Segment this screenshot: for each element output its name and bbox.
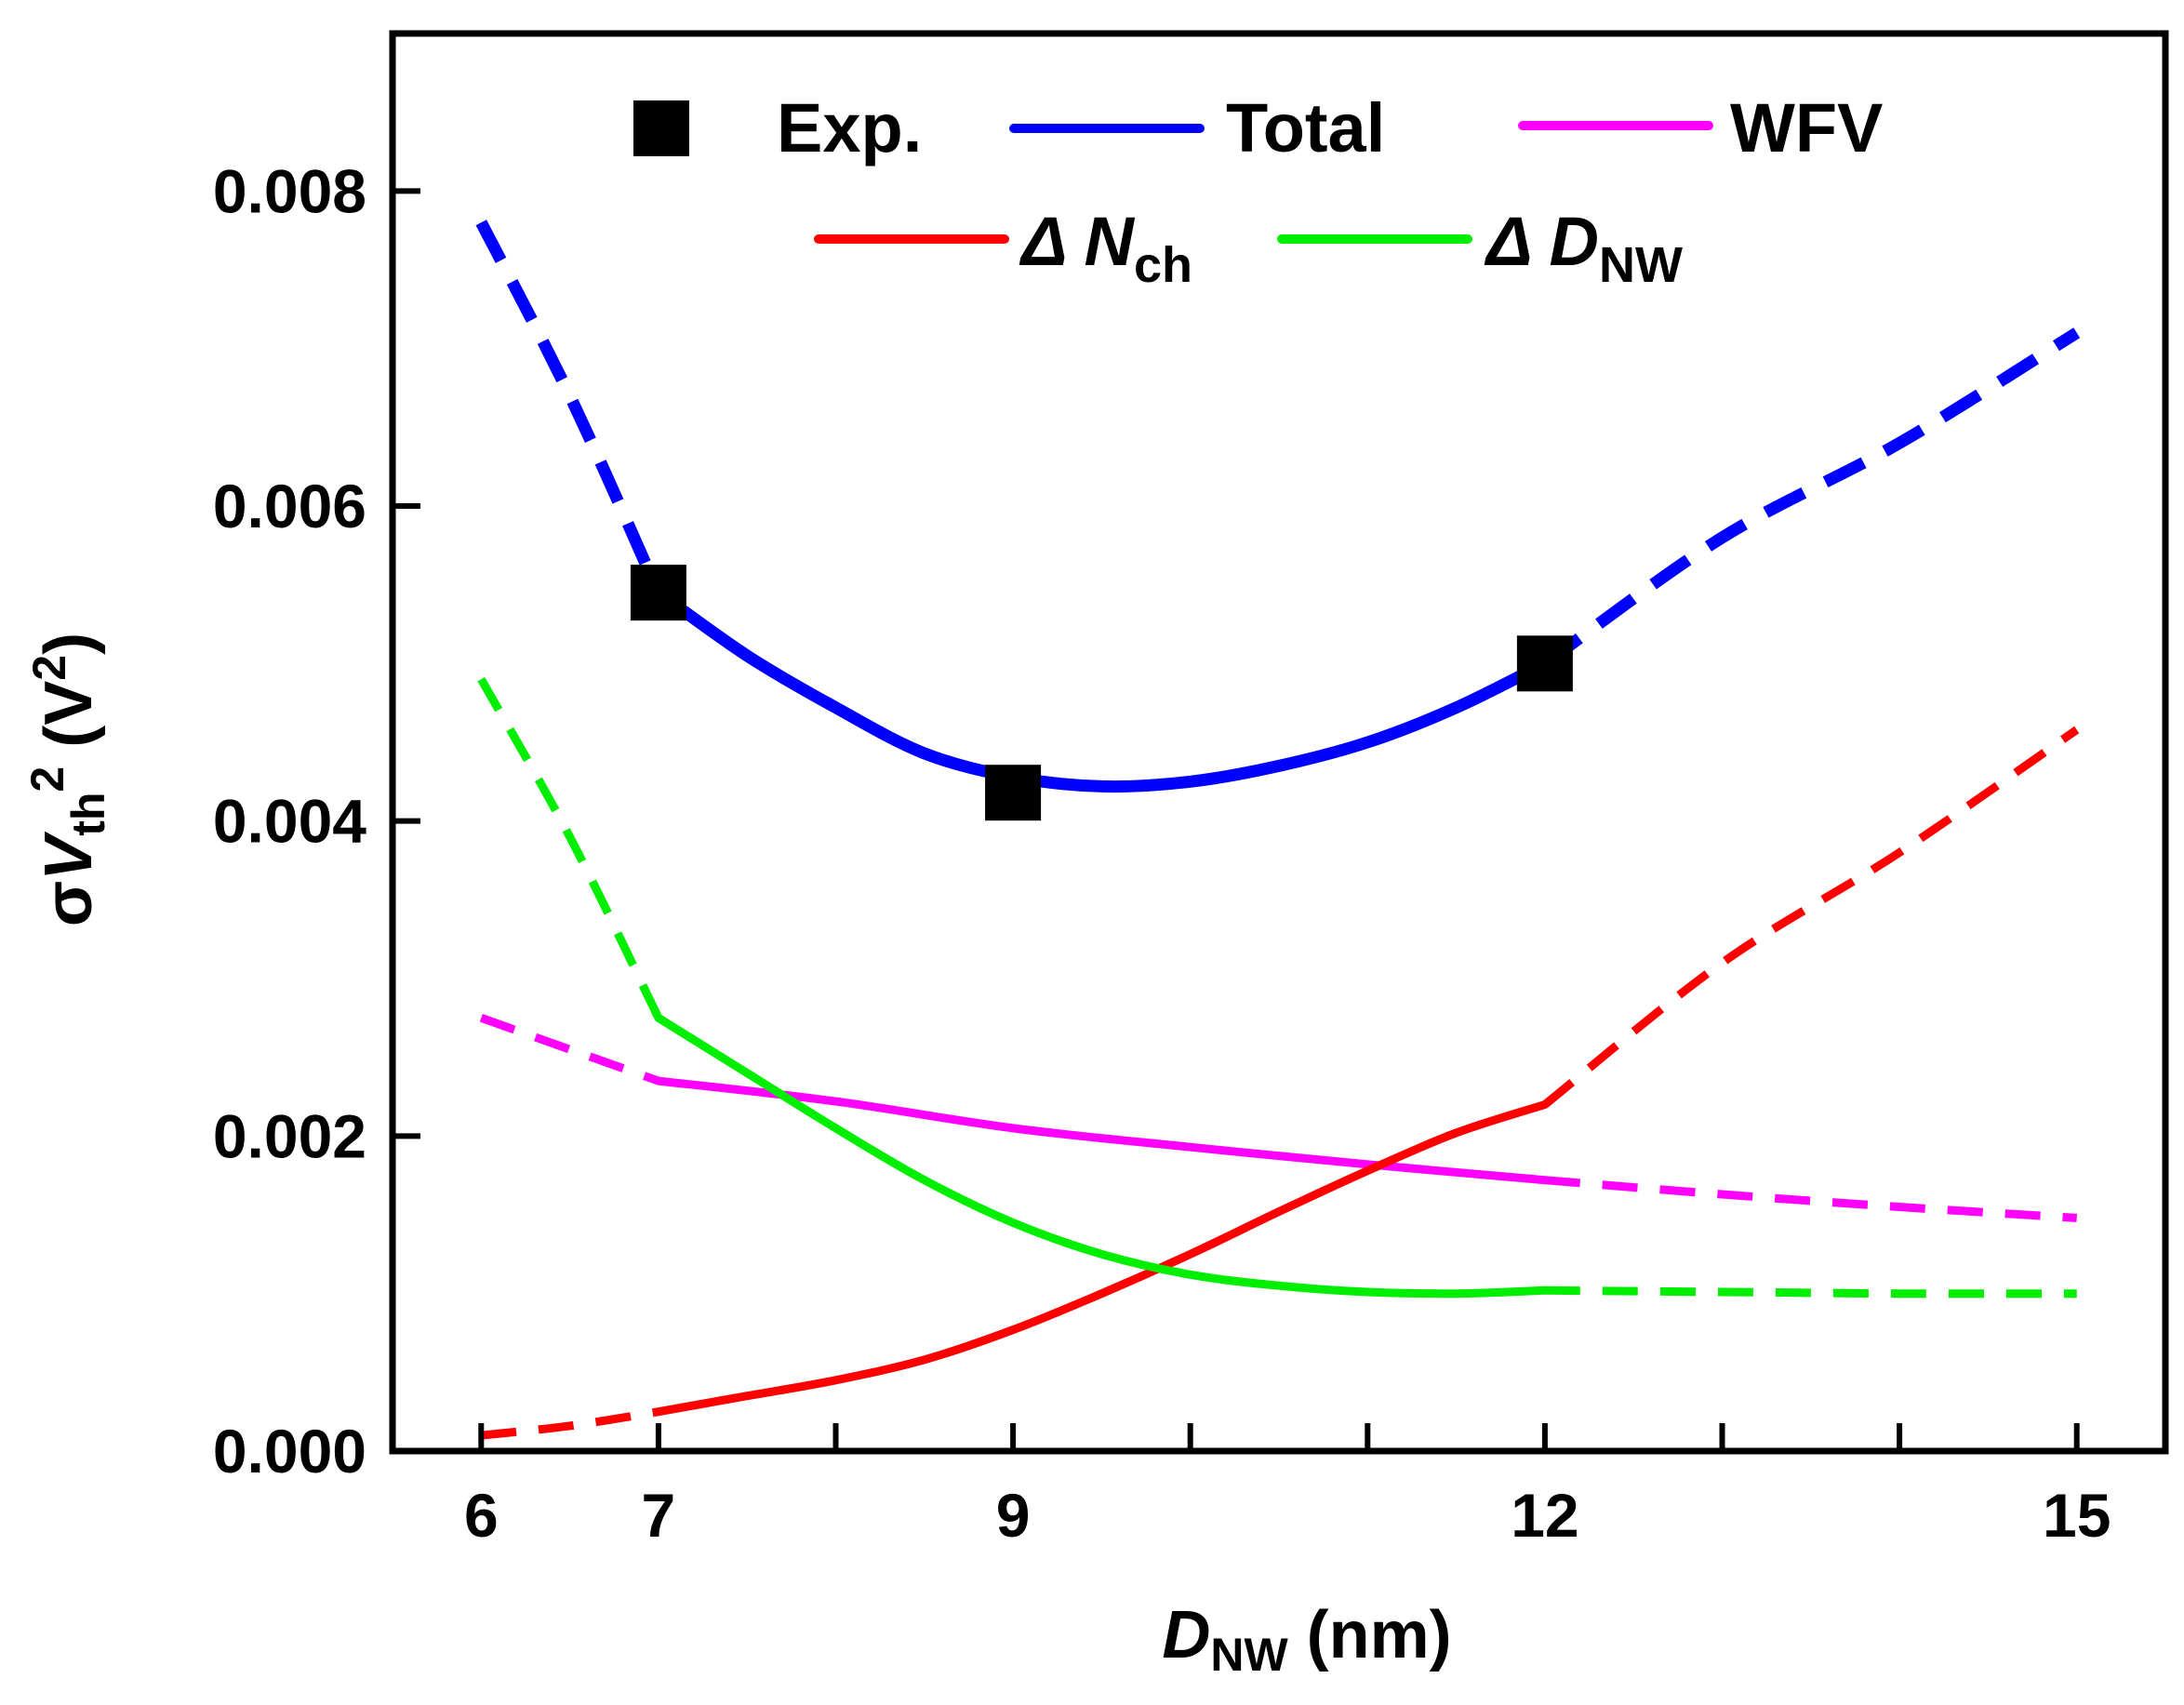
- series-wfv-dashed-0: [479, 1014, 660, 1086]
- y-tick-label-0.002: 0.002: [213, 1101, 366, 1170]
- legend-dnw-label: Δ DNW: [1484, 203, 1683, 293]
- x-axis-ticks: 6 7 9 12 15: [464, 1423, 2111, 1550]
- legend-nch-label: Δ Nch: [1019, 203, 1192, 293]
- series-nch: [480, 726, 2080, 1440]
- series-nch-dashed-0: [480, 1407, 659, 1440]
- legend-nch-sub: ch: [1134, 237, 1192, 293]
- x-axis-title-main: D: [1162, 1598, 1210, 1672]
- experimental-points: [630, 565, 1573, 821]
- legend: Exp. Total WFV Δ Nch Δ DNW: [633, 89, 1883, 293]
- x-tick-label-6: 6: [464, 1481, 499, 1550]
- series-wfv-dashed-1: [1544, 1176, 2077, 1222]
- y-tick-label-0.004: 0.004: [213, 787, 366, 856]
- legend-dnw-sub: NW: [1599, 237, 1683, 293]
- plot-frame: [389, 30, 2169, 1455]
- exp-point-2: [1516, 635, 1573, 692]
- x-axis-title-unit: (nm): [1288, 1598, 1452, 1672]
- x-tick-label-7: 7: [642, 1481, 676, 1550]
- legend-dnw-prefix: Δ: [1484, 203, 1550, 280]
- y-axis-title-unit-sup: 2: [23, 655, 75, 681]
- series-dnw-dashed-0: [477, 677, 662, 1020]
- y-axis-title-sub: th: [62, 793, 114, 836]
- legend-nch-prefix: Δ: [1019, 203, 1085, 280]
- y-axis-title-unit-open: (V: [32, 681, 106, 766]
- y-axis-ticks: 0.000 0.002 0.004 0.006 0.008: [213, 156, 420, 1485]
- series-total-dashed-0: [475, 220, 664, 595]
- y-tick-label-0.008: 0.008: [213, 156, 366, 225]
- series-layer: [475, 220, 2081, 1440]
- series-total-dashed-1: [1541, 327, 2081, 669]
- exp-point-1: [985, 765, 1042, 821]
- x-tick-label-12: 12: [1511, 1481, 1578, 1550]
- y-axis-title-main: V: [32, 831, 106, 881]
- y-axis-title-prefix: σ: [32, 881, 106, 926]
- x-axis-title-sub: NW: [1210, 1629, 1288, 1681]
- legend-wfv-label: WFV: [1730, 89, 1883, 167]
- series-wfv: [479, 1014, 2077, 1222]
- y-axis-title: σVth2 (V2): [21, 633, 114, 926]
- x-tick-label-15: 15: [2043, 1481, 2111, 1550]
- exp-point-0: [630, 565, 686, 621]
- y-tick-label-0.000: 0.000: [213, 1417, 366, 1485]
- y-axis-title-unit-close: ): [32, 633, 106, 655]
- series-total-solid: [652, 586, 1551, 793]
- series-wfv-solid: [654, 1076, 1550, 1185]
- series-dnw: [477, 677, 2077, 1299]
- y-axis-title-sup: 2: [21, 766, 73, 793]
- legend-exp-label: Exp.: [777, 89, 922, 167]
- series-dnw-solid: [654, 1013, 1550, 1299]
- y-tick-label-0.006: 0.006: [213, 472, 366, 540]
- x-tick-label-9: 9: [996, 1481, 1031, 1550]
- legend-nch-main: N: [1085, 203, 1136, 280]
- legend-total-label: Total: [1226, 89, 1385, 167]
- series-dnw-dashed-1: [1544, 1285, 2077, 1299]
- x-axis-title: DNW (nm): [1162, 1598, 1451, 1681]
- series-total: [475, 220, 2081, 793]
- legend-exp-marker: [633, 100, 689, 156]
- series-nch-solid: [654, 1100, 1550, 1417]
- legend-dnw-main: D: [1550, 203, 1599, 280]
